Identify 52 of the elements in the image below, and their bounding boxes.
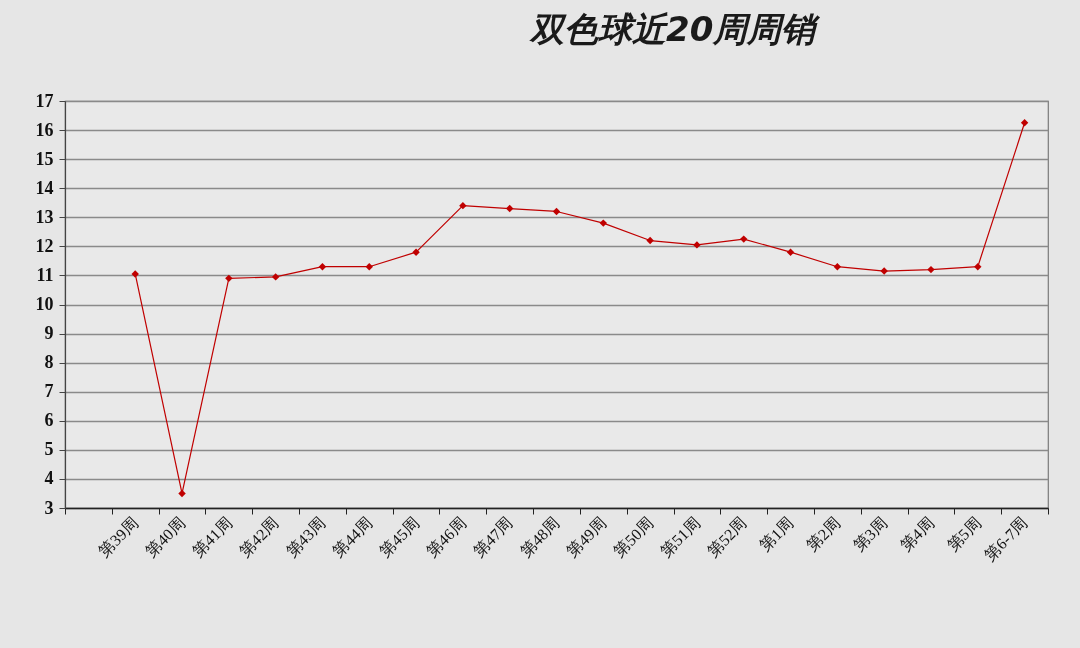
point: [740, 235, 748, 243]
x-tick-label: 第39周: [95, 514, 142, 561]
x-tick-label: 第42周: [235, 514, 282, 561]
point: [459, 201, 467, 210]
y-tick-label: 8: [44, 352, 54, 373]
point: [318, 263, 327, 271]
y-tick-label: 9: [44, 323, 54, 344]
y-tick-label: 13: [35, 206, 54, 227]
x-tick-label: 第47周: [469, 514, 516, 561]
x-tick-label: 第46周: [423, 514, 470, 561]
x-tick-label: 第5周: [943, 514, 984, 555]
y-tick-label: 6: [44, 410, 54, 431]
point: [178, 489, 186, 498]
point: [365, 263, 373, 271]
y-tick-label: 4: [44, 468, 54, 489]
point: [552, 207, 561, 216]
x-tick-label: 第3周: [850, 514, 891, 555]
y-tick-label: 15: [35, 148, 54, 169]
point: [1020, 119, 1029, 127]
x-tick-label: 第6-7周: [981, 514, 1031, 564]
y-tick-label: 16: [35, 119, 54, 140]
point: [225, 274, 233, 283]
point: [786, 248, 795, 256]
point: [505, 204, 514, 213]
y-tick-label: 5: [44, 439, 54, 460]
y-tick-label: 12: [35, 235, 54, 256]
x-tick-label: 第52周: [703, 514, 750, 561]
point: [974, 263, 982, 271]
point: [271, 273, 280, 281]
x-tick-label: 第4周: [896, 514, 938, 555]
point: [646, 236, 654, 245]
y-tick-label: 17: [35, 90, 54, 111]
point: [833, 263, 842, 271]
x-tick-label: 第40周: [142, 514, 189, 561]
y-tick-label: 11: [36, 264, 54, 285]
y-tick-label: 14: [35, 177, 54, 198]
chart-title: 双色球近20周周销: [529, 9, 822, 49]
x-tick-label: 第1周: [756, 514, 797, 555]
x-tick-label: 第2周: [803, 514, 844, 555]
x-tick-label: 第50周: [610, 514, 657, 561]
y-tick-label: 3: [44, 497, 54, 518]
x-tick-label: 第44周: [329, 514, 376, 561]
point: [599, 219, 608, 227]
x-tick-label: 第41周: [189, 514, 235, 561]
x-tick-label: 第45周: [376, 514, 423, 561]
x-tick-label: 第49周: [563, 514, 610, 561]
y-tick-label: 10: [35, 294, 54, 314]
y-tick-label: 7: [44, 381, 54, 402]
x-tick-label: 第48周: [516, 514, 563, 561]
x-tick-label: 第51周: [657, 514, 704, 561]
point: [927, 265, 935, 274]
x-tick-label: 第43周: [282, 514, 329, 561]
